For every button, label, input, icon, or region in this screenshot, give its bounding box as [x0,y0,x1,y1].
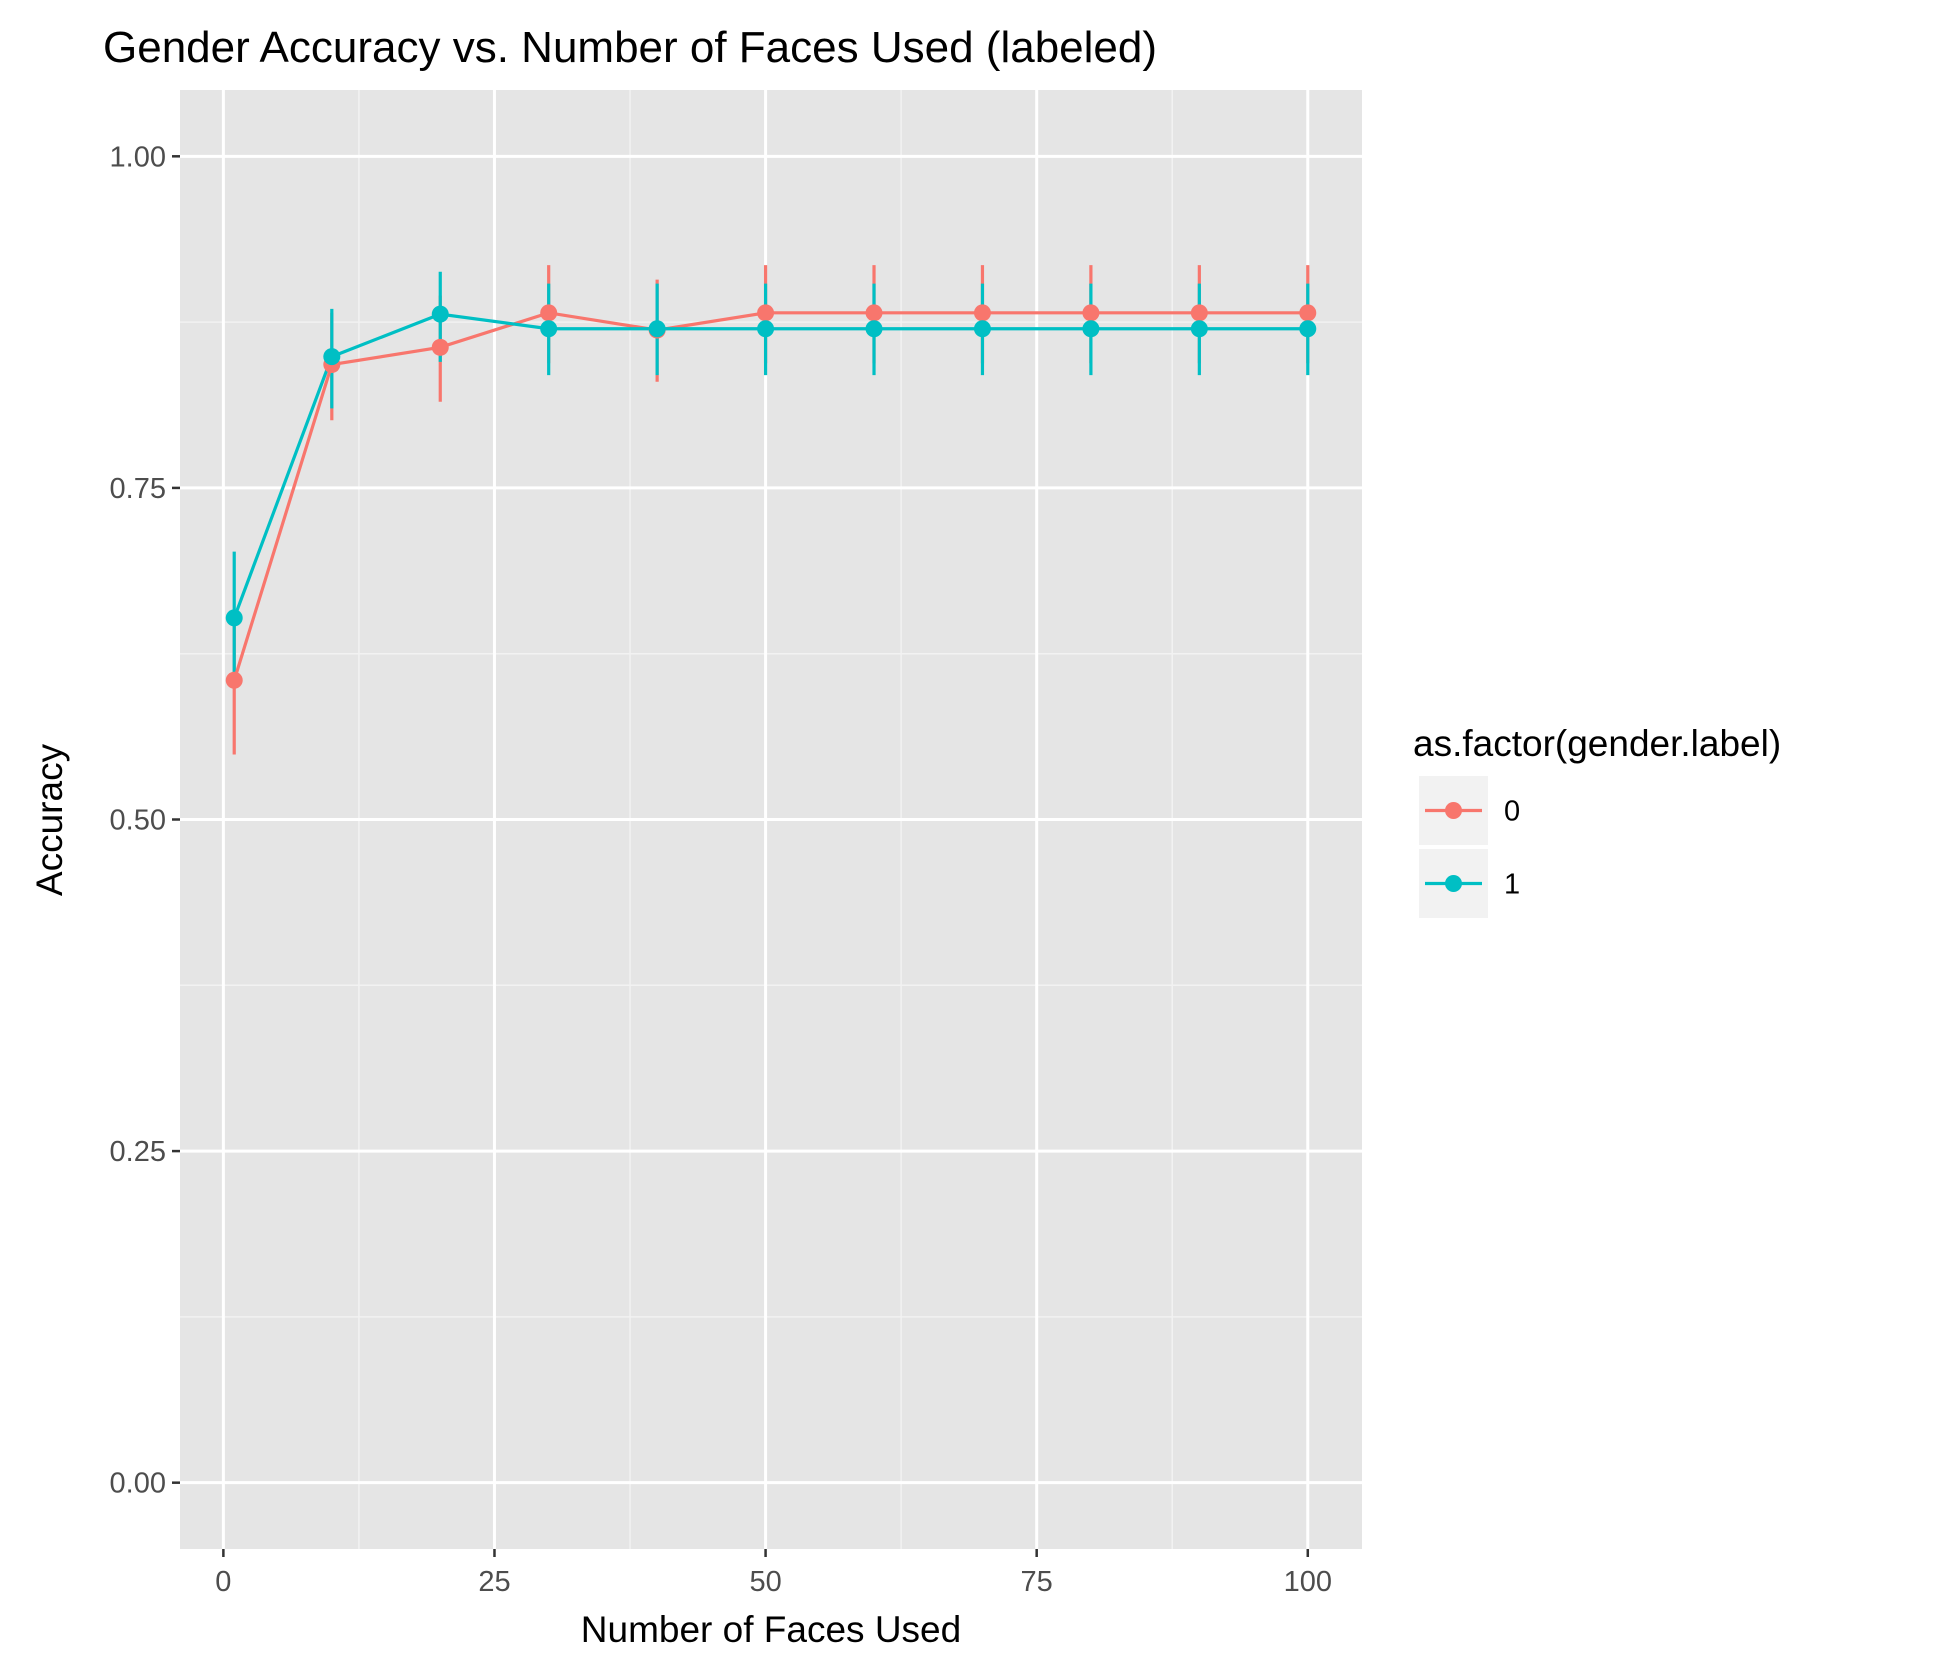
data-point-series-1 [757,320,775,338]
x-tick-label: 75 [1021,1566,1053,1598]
data-point-series-1 [1190,320,1208,338]
y-tick-label: 1.00 [110,141,166,173]
data-point-series-1 [865,320,883,338]
x-tick-label: 0 [215,1566,231,1598]
data-point-series-1 [1299,320,1317,338]
y-tick-label: 0.75 [110,473,166,505]
x-tick-label: 50 [749,1566,781,1598]
legend-key-point [1445,802,1462,819]
legend-item-0: 0 [1419,776,1520,845]
data-point-series-0 [1299,304,1317,322]
data-point-series-0 [973,304,991,322]
legend-label: 0 [1504,796,1520,828]
x-tick-label: 100 [1284,1566,1332,1598]
x-axis-title: Number of Faces Used [581,1609,961,1650]
data-point-series-1 [648,320,666,338]
data-point-series-1 [973,320,991,338]
data-point-series-1 [323,348,341,366]
data-point-series-0 [225,671,243,689]
data-point-series-0 [865,304,883,322]
y-axis-title: Accuracy [29,743,70,896]
legend-item-1: 1 [1419,849,1520,918]
data-point-series-0 [1190,304,1208,322]
legend-title: as.factor(gender.label) [1413,723,1781,764]
data-point-series-0 [757,304,775,322]
data-point-series-0 [1082,304,1100,322]
legend-key-point [1445,875,1462,892]
legend-label: 1 [1504,869,1520,901]
data-point-series-1 [225,609,243,627]
x-tick-label: 25 [478,1566,510,1598]
data-point-series-1 [540,320,558,338]
data-point-series-1 [1082,320,1100,338]
y-tick-label: 0.50 [110,805,166,837]
y-tick-label: 0.00 [110,1468,166,1500]
data-point-series-0 [431,338,449,356]
y-axis: 0.00 0.25 0.50 0.75 1.00 [110,141,180,1500]
y-tick-label: 0.25 [110,1136,166,1168]
series-points [225,304,1317,689]
data-point-series-1 [431,305,449,323]
chart-title: Gender Accuracy vs. Number of Faces Used… [103,23,1157,72]
data-point-series-0 [540,304,558,322]
x-axis: 0 25 50 75 100 [215,1549,1332,1598]
legend: as.factor(gender.label) 0 1 [1413,723,1781,918]
